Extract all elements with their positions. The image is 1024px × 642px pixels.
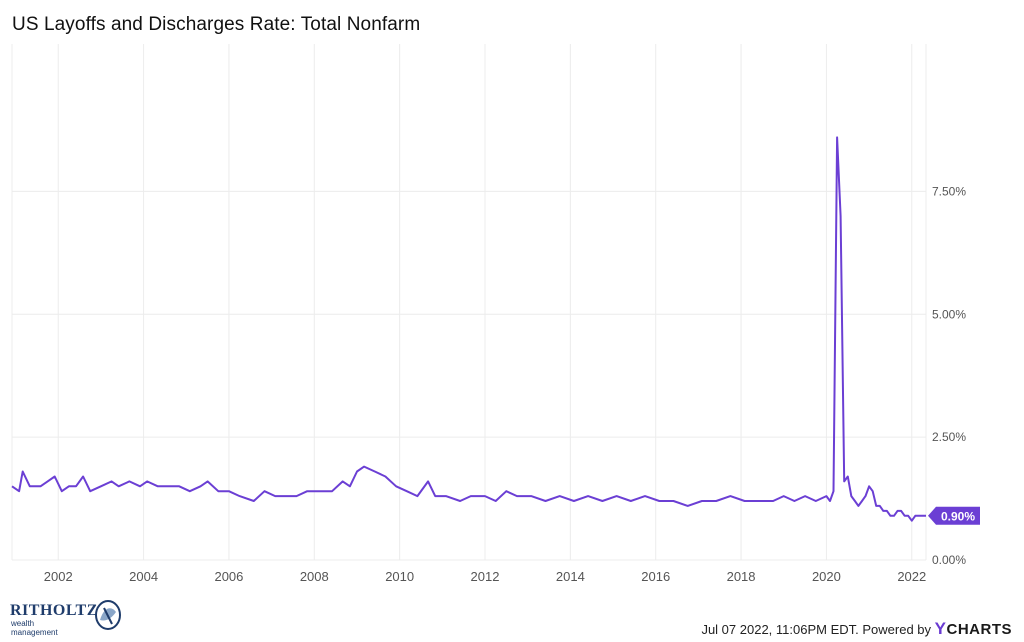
line-chart: 2002 2004 2006 2008 2010 2012 2014 2016 2018 2020… (11, 44, 980, 584)
x-tick-label: 2008 (300, 569, 329, 584)
powered-by-text: Powered by (862, 622, 932, 637)
last-value-badge (928, 506, 980, 525)
timestamp: Jul 07 2022, 11:06PM EDT. (701, 622, 859, 637)
series-line (11, 136, 926, 522)
logo-name: RITHOLTZ (10, 602, 98, 619)
x-tick-label: 2020 (812, 569, 841, 584)
x-tick-label: 2004 (129, 569, 158, 584)
logo-tagline: wealth management (11, 619, 58, 637)
x-tick-label: 2016 (641, 569, 670, 584)
x-tick-label: 2014 (556, 569, 585, 584)
x-tick-label: 2002 (44, 569, 73, 584)
y-tick-label: 0.00% (932, 553, 966, 567)
footer-attribution: Jul 07 2022, 11:06PM EDT. Powered by YCH… (701, 619, 1012, 639)
last-value-label: 0.90% (928, 506, 980, 525)
ritholtz-emblem-icon (95, 600, 121, 630)
x-tick-label: 2022 (897, 569, 926, 584)
grid-lines (11, 44, 927, 561)
axes: 2002 2004 2006 2008 2010 2012 2014 2016 2018 2020… (44, 184, 967, 584)
chart-title: US Layoffs and Discharges Rate: Total No… (12, 14, 421, 35)
y-tick-label: 2.50% (932, 430, 966, 444)
x-tick-label: 2010 (385, 569, 414, 584)
ycharts-logo-text: CHARTS (946, 621, 1012, 638)
x-tick-label: 2018 (727, 569, 756, 584)
series-layer (11, 136, 926, 522)
y-tick-label: 7.50% (932, 184, 966, 198)
x-tick-label: 2006 (214, 569, 243, 584)
ycharts-logo-initial: Y (934, 619, 947, 638)
ycharts-logo[interactable]: YCHARTS (934, 619, 1012, 638)
last-value-text: 0.90% (941, 509, 975, 523)
y-tick-label: 5.00% (932, 307, 966, 321)
x-tick-label: 2012 (471, 569, 500, 584)
